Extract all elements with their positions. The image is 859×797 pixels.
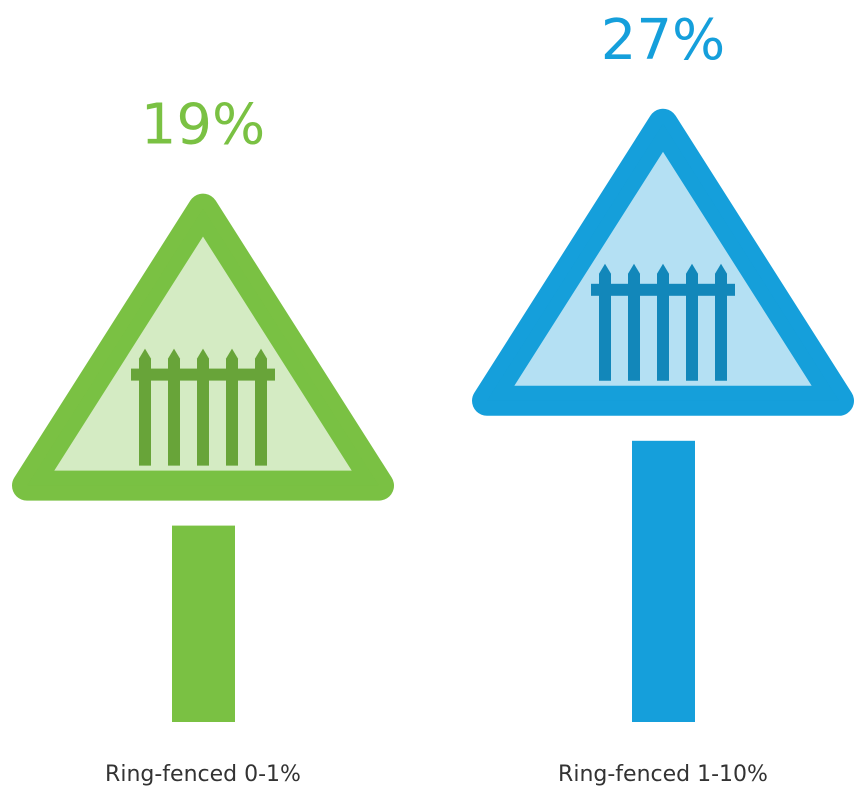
sign-post: [632, 440, 695, 722]
sign-triangle: [472, 108, 854, 416]
fence-picket: [686, 263, 698, 381]
fence-picket: [255, 348, 267, 466]
fence-picket: [197, 348, 209, 466]
sign: [12, 193, 394, 501]
fence-picket: [168, 348, 180, 466]
sign: [472, 108, 854, 416]
sign-triangle-fill: [487, 123, 839, 401]
fence-picket: [226, 348, 238, 466]
sign-triangle: [12, 193, 394, 501]
fence-picket: [628, 263, 640, 381]
sign-post: [172, 525, 235, 722]
fence-picket: [139, 348, 151, 466]
category-label: Ring-fenced 1-10%: [558, 762, 768, 787]
category-label: Ring-fenced 0-1%: [105, 762, 301, 787]
value-label: 27%: [601, 8, 725, 73]
fence-picket: [657, 263, 669, 381]
fence-picket: [715, 263, 727, 381]
sign-triangle-fill: [27, 208, 379, 486]
value-label: 19%: [141, 93, 265, 158]
fence-icon: [591, 263, 735, 381]
fence-icon: [131, 348, 275, 466]
fence-picket: [599, 263, 611, 381]
